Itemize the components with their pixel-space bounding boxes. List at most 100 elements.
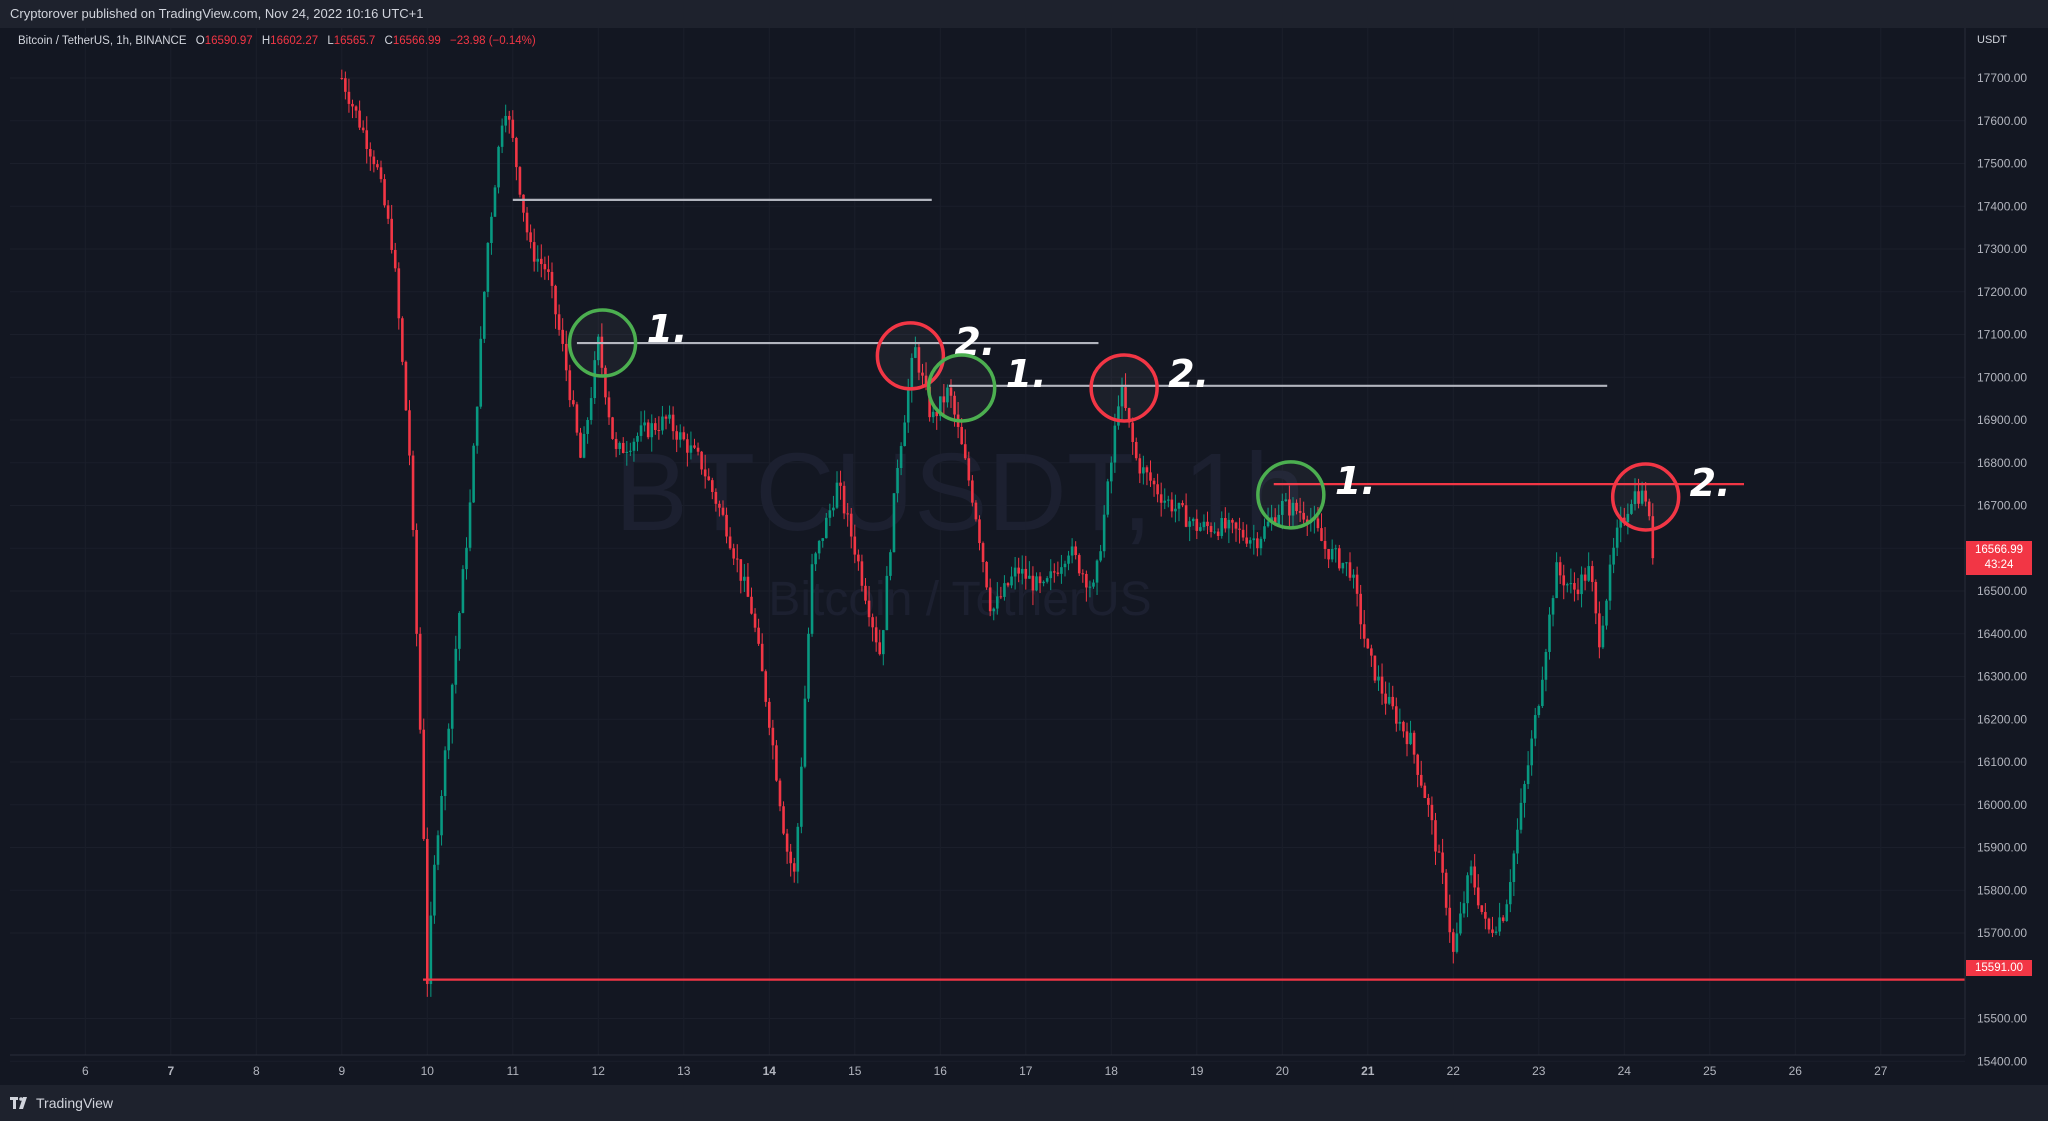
candle-body bbox=[1395, 706, 1398, 724]
candle-body bbox=[354, 106, 358, 111]
candle-body bbox=[1213, 531, 1216, 533]
time-axis[interactable]: 6 7 8 9 10 11 12 13 14 15 16 17 18 19 20 21 22 23 24 25 26 27 bbox=[82, 1064, 1888, 1078]
candle-body bbox=[518, 167, 522, 195]
candle-body bbox=[668, 414, 671, 419]
candle-body bbox=[461, 569, 465, 613]
time-tick-label: 10 bbox=[421, 1064, 435, 1078]
price-axis[interactable]: 17700.00 17600.00 17500.00 17400.00 17300.00… bbox=[1977, 71, 2027, 1068]
candle-body bbox=[771, 727, 775, 746]
candle-body bbox=[1288, 499, 1291, 516]
last-price-value: 16566.99 bbox=[1975, 544, 2023, 556]
candle-body bbox=[1006, 583, 1010, 586]
tradingview-logo[interactable]: TradingView bbox=[10, 1095, 113, 1111]
annotation-circle bbox=[1256, 460, 1326, 530]
candle-body bbox=[750, 596, 753, 614]
legend-high-label: H bbox=[261, 35, 271, 47]
price-tick-label: 16700.00 bbox=[1977, 499, 2027, 513]
time-tick-label: 17 bbox=[1019, 1064, 1033, 1078]
candle-body bbox=[1619, 517, 1623, 528]
candle-body bbox=[1412, 732, 1416, 755]
price-tick-label: 15500.00 bbox=[1977, 1012, 2027, 1026]
candle-body bbox=[550, 271, 554, 286]
candle-body bbox=[860, 561, 864, 586]
candle-body bbox=[1195, 518, 1199, 531]
candle-body bbox=[1124, 387, 1127, 409]
candle-series bbox=[340, 69, 1655, 997]
grid-lines bbox=[10, 28, 1965, 1062]
candle-body bbox=[1558, 562, 1562, 576]
symbol-legend: Bitcoin / TetherUS, 1h, BINANCE O16590.9… bbox=[18, 35, 536, 47]
candle-body bbox=[760, 643, 764, 672]
candle-body bbox=[1060, 567, 1063, 574]
candle-body bbox=[1113, 425, 1117, 463]
candle-body bbox=[885, 575, 889, 631]
candle-body bbox=[472, 445, 475, 503]
candle-body bbox=[1149, 472, 1152, 481]
candle-body bbox=[1494, 931, 1498, 933]
candle-body bbox=[372, 156, 376, 165]
candle-body bbox=[1555, 562, 1558, 599]
candle-body bbox=[1305, 519, 1309, 524]
candle-body bbox=[664, 416, 668, 419]
candle-body bbox=[882, 630, 885, 655]
annotation-circle bbox=[1610, 462, 1681, 532]
currency-label: USDT bbox=[1977, 34, 2007, 46]
candle-body bbox=[522, 194, 525, 213]
candle-body bbox=[383, 179, 386, 206]
candle-body bbox=[433, 864, 436, 916]
price-tick-label: 17000.00 bbox=[1977, 370, 2027, 384]
candle-body bbox=[1142, 467, 1145, 474]
candle-body bbox=[721, 507, 725, 515]
candle-body bbox=[1501, 917, 1505, 921]
price-tick-label: 15700.00 bbox=[1977, 926, 2027, 940]
candle-body bbox=[1099, 551, 1102, 561]
candle-body bbox=[953, 395, 956, 415]
candle-body bbox=[1117, 406, 1120, 426]
candle-body bbox=[1202, 521, 1206, 528]
legend-open-label: O bbox=[195, 35, 205, 47]
candle-body bbox=[1551, 598, 1555, 615]
candle-body bbox=[1263, 526, 1266, 539]
candle-body bbox=[454, 648, 458, 685]
candle-body bbox=[971, 480, 974, 503]
candle-body bbox=[1035, 576, 1038, 591]
candle-body bbox=[579, 432, 582, 458]
candle-body bbox=[1327, 549, 1330, 560]
candle-body bbox=[586, 419, 589, 434]
price-tick-label: 15800.00 bbox=[1977, 883, 2027, 897]
candle-body bbox=[682, 432, 686, 440]
candle-body bbox=[1548, 614, 1551, 652]
candle-body bbox=[1444, 872, 1448, 908]
candle-body bbox=[1644, 490, 1647, 502]
candle-body bbox=[789, 851, 792, 864]
candle-body bbox=[1159, 494, 1163, 503]
candle-body bbox=[1110, 462, 1113, 482]
candle-body bbox=[1423, 785, 1427, 798]
candle-body bbox=[1010, 576, 1013, 586]
price-tick-label: 15900.00 bbox=[1977, 841, 2027, 855]
candle-body bbox=[1216, 531, 1220, 536]
candle-body bbox=[1402, 721, 1405, 732]
candle-body bbox=[1152, 480, 1156, 485]
candle-body bbox=[1640, 490, 1644, 504]
candle-body bbox=[1533, 715, 1537, 739]
candle-body bbox=[654, 423, 657, 431]
candle-body bbox=[732, 548, 735, 559]
candle-body bbox=[1273, 517, 1277, 525]
candle-body bbox=[646, 422, 650, 438]
candle-body bbox=[707, 476, 711, 481]
candle-body bbox=[1430, 804, 1434, 821]
candle-body bbox=[686, 439, 689, 453]
candle-body bbox=[465, 547, 468, 570]
candle-body bbox=[960, 426, 963, 445]
candle-body bbox=[1206, 521, 1209, 527]
candle-body bbox=[429, 915, 433, 985]
candle-body bbox=[575, 404, 579, 433]
candle-body bbox=[1647, 501, 1651, 517]
chart-canvas[interactable]: BTCUSDT, 1h Bitcoin / TetherUS 1. 2. 1. 2. 1… bbox=[0, 28, 2048, 1085]
legend-symbol: Bitcoin / TetherUS, 1h, BINANCE bbox=[18, 35, 187, 47]
candle-body bbox=[1281, 500, 1284, 515]
candle-body bbox=[1466, 875, 1469, 904]
candle-body bbox=[1067, 555, 1070, 564]
candle-body bbox=[604, 367, 607, 398]
